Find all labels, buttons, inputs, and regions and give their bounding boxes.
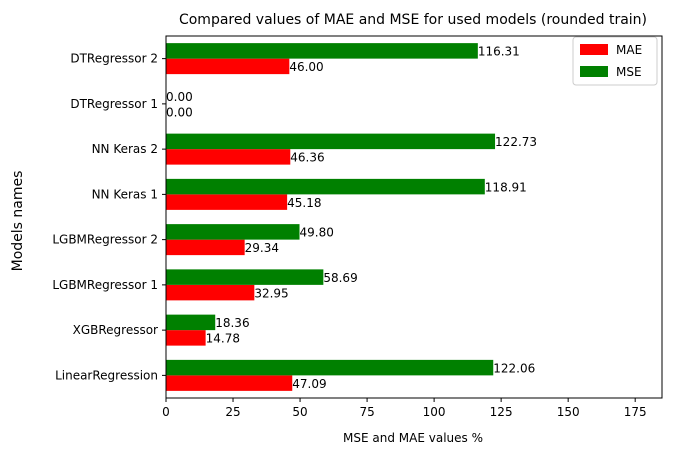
legend-swatch-mse <box>580 66 608 77</box>
bar-mse <box>166 224 300 240</box>
x-tick-label: 125 <box>490 405 513 419</box>
data-label-mse: 18.36 <box>215 316 249 330</box>
x-axis-label: MSE and MAE values % <box>343 431 483 445</box>
data-label-mae: 29.34 <box>245 241 279 255</box>
x-tick-label: 100 <box>423 405 446 419</box>
data-label-mse: 122.73 <box>495 135 537 149</box>
bar-mae <box>166 194 288 210</box>
legend: MAE MSE <box>572 36 658 86</box>
data-label-mae: 14.78 <box>206 332 240 346</box>
plot-area: LinearRegression 47.09 122.06 XGBRegressor 1… <box>52 43 647 419</box>
x-tick-label: 25 <box>225 405 240 419</box>
y-tick-label: NN Keras 2 <box>92 142 158 156</box>
data-label-mse: 118.91 <box>485 180 527 194</box>
data-label-mae: 45.18 <box>287 196 321 210</box>
y-tick-label: LGBMRegressor 2 <box>52 233 158 247</box>
y-axis-label: Models names <box>10 171 26 272</box>
y-tick-label: NN Keras 1 <box>92 187 158 201</box>
x-tick-label: 75 <box>359 405 374 419</box>
bar-mae <box>166 375 293 391</box>
data-label-mae: 32.95 <box>254 286 288 300</box>
data-label-mae: 46.36 <box>290 151 324 165</box>
x-tick-label: 50 <box>292 405 307 419</box>
bar-mae <box>166 149 291 165</box>
data-label-mae: 0.00 <box>166 105 193 119</box>
bar-mae <box>166 239 245 256</box>
y-tick-label: DTRegressor 2 <box>70 52 158 66</box>
y-tick-label: DTRegressor 1 <box>70 97 158 111</box>
bar-mae <box>166 58 290 75</box>
bar-mae <box>166 284 255 301</box>
data-label-mse: 49.80 <box>300 226 334 240</box>
bar-mse <box>166 314 216 331</box>
data-label-mse: 58.69 <box>323 271 357 285</box>
bar-mse <box>166 178 485 195</box>
bar-mse <box>166 269 324 285</box>
y-tick-label: LinearRegression <box>55 368 158 382</box>
data-label-mae: 46.00 <box>289 60 323 74</box>
bar-mse <box>166 43 478 59</box>
legend-label-mae: MAE <box>616 43 642 57</box>
chart-title: Compared values of MAE and MSE for used … <box>179 12 647 28</box>
x-tick-label: 175 <box>624 405 647 419</box>
data-label-mae: 47.09 <box>292 377 326 391</box>
x-tick-label: 150 <box>557 405 580 419</box>
data-label-mse: 116.31 <box>478 45 520 59</box>
bar-mse <box>166 133 496 150</box>
legend-label-mse: MSE <box>616 65 642 79</box>
data-label-mse: 0.00 <box>166 90 193 104</box>
y-tick-label: LGBMRegressor 1 <box>52 278 158 292</box>
legend-swatch-mae <box>580 44 608 55</box>
y-tick-label: XGBRegressor <box>73 323 158 337</box>
bar-mae <box>166 330 206 346</box>
data-label-mse: 122.06 <box>493 361 535 375</box>
x-tick-label: 0 <box>162 405 170 419</box>
plot-frame <box>165 35 663 399</box>
bar-mse <box>166 359 494 376</box>
